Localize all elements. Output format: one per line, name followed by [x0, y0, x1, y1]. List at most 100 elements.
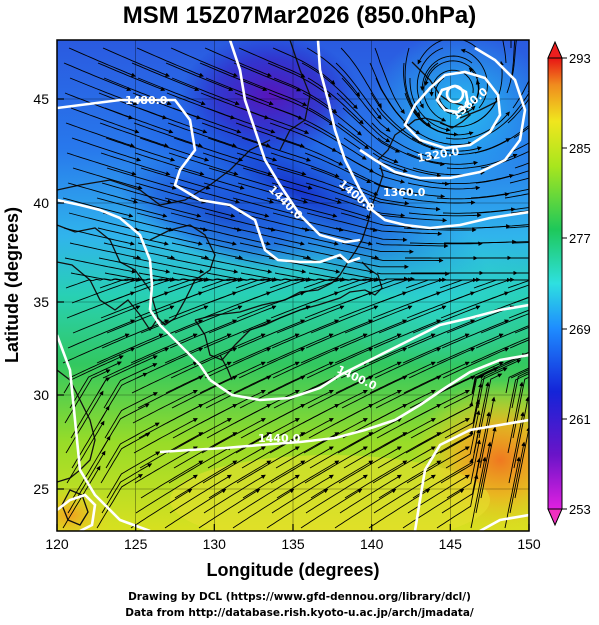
streamline	[470, 337, 529, 364]
y-tick-label: 40	[33, 195, 49, 211]
streamline	[378, 460, 442, 499]
streamline	[70, 377, 111, 439]
streamline	[165, 62, 234, 91]
streamline	[140, 460, 204, 499]
streamline	[340, 347, 408, 379]
streamline	[444, 382, 483, 439]
streamline	[338, 152, 406, 184]
streamline	[344, 167, 414, 194]
streamline	[208, 305, 277, 334]
streamline	[341, 375, 408, 409]
streamline	[478, 373, 503, 439]
x-tick-label: 120	[45, 536, 69, 552]
streamline	[267, 227, 339, 246]
streamline	[420, 55, 473, 91]
streamline	[104, 107, 174, 134]
streamline	[100, 291, 170, 319]
streamline	[66, 420, 105, 484]
streamline	[273, 242, 346, 260]
streamline	[267, 62, 332, 98]
streamline	[374, 347, 442, 379]
streamline	[101, 182, 173, 204]
streamline	[512, 376, 529, 439]
streamline	[310, 305, 379, 334]
streamline	[96, 197, 168, 218]
streamline	[69, 242, 142, 260]
streamline	[477, 241, 529, 244]
streamline	[165, 227, 237, 246]
streamline	[232, 488, 295, 529]
streamline	[232, 333, 300, 364]
streamline	[202, 152, 273, 176]
streamline	[205, 375, 272, 409]
streamline	[339, 319, 408, 349]
streamline	[300, 333, 368, 364]
streamline	[377, 137, 445, 167]
streamline	[68, 47, 136, 77]
streamline	[340, 47, 382, 109]
streamline	[336, 92, 391, 143]
streamline	[97, 227, 169, 246]
streamline	[70, 107, 140, 134]
streamline	[199, 227, 271, 246]
streamline	[470, 456, 487, 529]
streamline	[130, 333, 198, 364]
streamline	[301, 62, 358, 110]
streamline	[276, 460, 340, 499]
streamline	[103, 363, 158, 409]
streamline	[335, 227, 408, 243]
streamline	[100, 152, 171, 176]
streamline	[131, 227, 203, 246]
streamline	[505, 226, 529, 229]
streamline	[136, 347, 204, 379]
streamline	[402, 333, 470, 364]
streamline	[440, 291, 510, 319]
streamline	[233, 62, 302, 92]
streamline	[479, 396, 496, 469]
streamline	[266, 333, 334, 364]
streamline	[406, 152, 479, 166]
colorbar: 293 285 277 269 261 253	[547, 40, 591, 527]
streamline	[168, 152, 239, 176]
streamline	[513, 396, 529, 469]
streamline	[344, 460, 408, 499]
streamline	[71, 137, 142, 162]
streamline	[510, 210, 529, 214]
streamline	[514, 326, 529, 334]
streamline	[375, 242, 449, 249]
streamline	[64, 369, 111, 424]
streamline	[271, 182, 342, 204]
streamline	[137, 242, 210, 260]
streamline	[411, 137, 482, 152]
streamline	[270, 291, 340, 319]
streamline	[477, 359, 522, 409]
x-tick-label: 135	[281, 536, 305, 552]
streamline	[67, 182, 139, 204]
streamline	[303, 122, 367, 160]
colorbar-tick-label: 277	[569, 231, 591, 246]
streamline	[445, 410, 481, 469]
streamline	[304, 152, 372, 184]
contour-label: 1440.0	[258, 432, 301, 445]
streamline	[460, 48, 488, 109]
streamline	[408, 347, 476, 379]
streamline	[506, 373, 529, 424]
contour-label: 1480.0	[125, 94, 168, 107]
streamline	[403, 62, 432, 127]
x-tick-label: 125	[124, 536, 148, 552]
streamline	[508, 309, 529, 319]
streamline	[139, 137, 210, 162]
streamline	[138, 403, 204, 439]
streamline	[240, 107, 310, 134]
streamline	[310, 460, 374, 499]
streamline	[174, 460, 238, 499]
streamline	[305, 182, 375, 207]
streamline	[300, 197, 371, 219]
streamline	[238, 347, 306, 379]
y-tick-label: 30	[33, 387, 49, 403]
streamline	[137, 375, 204, 409]
streamline	[171, 242, 244, 260]
streamline	[138, 107, 208, 134]
streamline	[106, 305, 175, 334]
